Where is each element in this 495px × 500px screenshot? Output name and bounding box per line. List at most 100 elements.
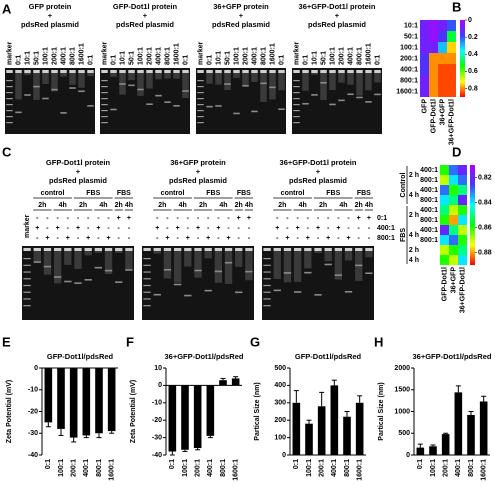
y-tick-label: 0: [282, 452, 286, 459]
gel-well: [173, 248, 182, 251]
lane-label: 0:1: [302, 55, 309, 65]
gel-smear: [365, 251, 373, 258]
sign: -: [227, 215, 230, 222]
sign: -: [358, 235, 361, 242]
ladder-band: [143, 305, 151, 307]
column-label: GFP: [421, 99, 428, 114]
gel-band: [347, 93, 354, 96]
time-label: 2h: [278, 202, 286, 209]
gel-title: pdsRed plasmid: [116, 20, 174, 29]
sign: -: [97, 215, 100, 222]
gel-smear: [153, 251, 161, 254]
gel-band: [224, 83, 231, 85]
ladder-band: [293, 86, 300, 88]
condition-label: FBS: [326, 190, 340, 197]
gel-smear: [245, 251, 253, 281]
gel-smear: [155, 73, 162, 80]
x-tick-label: 400:1: [207, 459, 214, 477]
gel-title: pdsRed plasmid: [289, 176, 347, 185]
lane-label: 0:1: [278, 55, 285, 65]
condition-label: control: [161, 190, 185, 197]
gel-smear: [173, 251, 182, 283]
lane-label: 800:1: [260, 47, 267, 65]
gel-band: [260, 82, 267, 85]
heatmap-cell: [420, 31, 429, 42]
gel-band: [94, 266, 103, 269]
ladder-band: [263, 271, 271, 273]
row-label: 400:1: [400, 66, 418, 73]
heatmap-cell: [420, 20, 429, 31]
lane-label: 50:1: [128, 51, 135, 65]
gel-band: [51, 88, 58, 91]
gel-smear: [251, 73, 258, 83]
gel-band: [74, 282, 82, 284]
gel-well: [224, 248, 233, 251]
gel-smear: [224, 251, 233, 284]
gel-well: [125, 248, 133, 251]
gel-band: [173, 104, 180, 107]
colorbar-tick-label: 0.84: [478, 199, 492, 206]
x-tick-label: 400:1: [455, 459, 462, 477]
ladder-band: [263, 258, 271, 260]
gel-smear: [64, 251, 72, 265]
sign: -: [197, 235, 200, 242]
lane-label: 400:1: [347, 47, 354, 65]
gel-smear: [224, 73, 231, 91]
sign: -: [36, 235, 39, 242]
sign: +: [247, 215, 251, 222]
gel-smear: [204, 251, 212, 259]
gel-band: [320, 81, 327, 84]
chart-title: 36+GFP-Dot1l/pdsRed: [413, 352, 492, 361]
lane-label: 400:1: [251, 47, 258, 65]
row-label: 800:1: [400, 77, 418, 84]
lane-label: 800:1: [164, 47, 171, 65]
heatmap-cell: [447, 31, 456, 42]
lane-label: 200:1: [146, 47, 153, 65]
colorbar-tick-label: 0.8: [468, 85, 478, 92]
gel-title: 36+GFP protein: [170, 158, 226, 167]
gel-band: [233, 112, 240, 115]
gel-smear: [74, 251, 82, 269]
ladder-band: [143, 278, 151, 280]
y-axis-label: Partical Size (nm): [378, 382, 385, 440]
chart-title: GFP-Dot1l/pdsRed: [295, 352, 362, 361]
sign: -: [227, 225, 230, 232]
sign: -: [307, 215, 310, 222]
sign: +: [216, 225, 220, 232]
lane-label: 0:1: [206, 55, 213, 65]
gel-well: [182, 70, 189, 73]
gel-band: [42, 97, 49, 100]
sign: -: [337, 215, 340, 222]
condition-label: FBS: [86, 190, 100, 197]
colorbar-tick-label: 0.2: [468, 34, 478, 41]
sign: +: [357, 215, 361, 222]
gel-title: GFP-Dot1l protein: [113, 2, 178, 11]
gel-smear: [128, 73, 135, 81]
heatmap-cell: [440, 225, 449, 235]
gel-band: [242, 84, 249, 87]
gel-band: [273, 289, 281, 292]
gel-title: pdsRed plasmid: [21, 20, 79, 29]
lane-label: 100:1: [329, 47, 336, 65]
y-tick-label: -30: [152, 434, 162, 441]
ladder-band: [293, 116, 300, 118]
sign: -: [77, 215, 80, 222]
sign: +: [96, 225, 100, 232]
sign: -: [166, 215, 169, 222]
column-label: 36+GFP-Dot1l: [459, 267, 466, 313]
gel-band: [110, 108, 117, 111]
row-label: 400:1: [420, 207, 438, 214]
heatmap-cell: [440, 235, 449, 245]
heatmap-cell: [447, 53, 456, 64]
ladder-band: [143, 284, 151, 287]
gel-well: [33, 248, 41, 251]
gel-smear: [110, 73, 117, 77]
heatmap-cell: [458, 225, 467, 235]
x-tick-label: 800:1: [468, 459, 475, 477]
ladder-band: [263, 305, 271, 307]
ladder-band: [23, 258, 31, 260]
gel-smear: [324, 251, 332, 262]
colorbar-tick-label: 0.88: [478, 249, 492, 256]
gel-smear: [53, 251, 62, 284]
gel-smear: [206, 73, 213, 84]
